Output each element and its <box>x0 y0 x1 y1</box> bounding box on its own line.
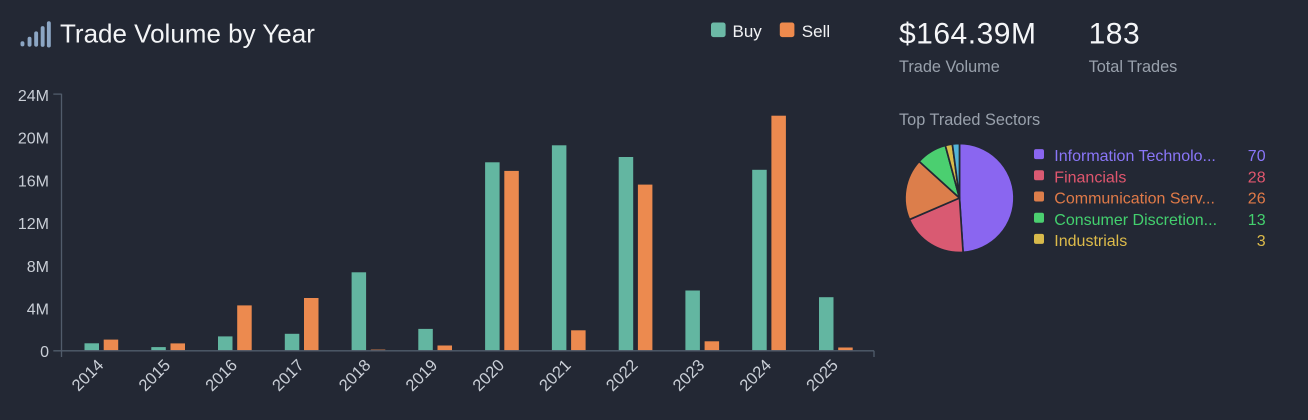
svg-text:Trade Volume: Trade Volume <box>899 58 1000 76</box>
svg-text:Industrials: Industrials <box>1054 233 1127 250</box>
svg-text:Top Traded Sectors: Top Traded Sectors <box>899 111 1040 129</box>
svg-text:183: 183 <box>1089 18 1141 51</box>
svg-text:26: 26 <box>1248 191 1266 208</box>
svg-text:0: 0 <box>40 344 49 361</box>
svg-text:Buy: Buy <box>733 22 763 41</box>
svg-text:3: 3 <box>1257 233 1266 250</box>
svg-text:4M: 4M <box>27 302 49 319</box>
svg-text:Financials: Financials <box>1054 169 1126 186</box>
svg-text:8M: 8M <box>27 259 49 276</box>
svg-text:Information Technolo...: Information Technolo... <box>1054 148 1216 165</box>
svg-text:24M: 24M <box>18 88 49 105</box>
svg-text:28: 28 <box>1248 169 1266 186</box>
svg-text:Sell: Sell <box>802 22 830 41</box>
svg-text:Consumer Discretion...: Consumer Discretion... <box>1054 212 1217 229</box>
svg-text:Communication Serv...: Communication Serv... <box>1054 191 1215 208</box>
svg-text:20M: 20M <box>18 131 49 148</box>
svg-text:Total Trades: Total Trades <box>1089 58 1178 76</box>
svg-text:13: 13 <box>1248 212 1266 229</box>
svg-text:16M: 16M <box>18 173 49 190</box>
svg-text:12M: 12M <box>18 216 49 233</box>
svg-text:70: 70 <box>1248 148 1266 165</box>
svg-text:$164.39M: $164.39M <box>899 18 1036 51</box>
svg-text:Trade Volume by Year: Trade Volume by Year <box>60 19 315 49</box>
